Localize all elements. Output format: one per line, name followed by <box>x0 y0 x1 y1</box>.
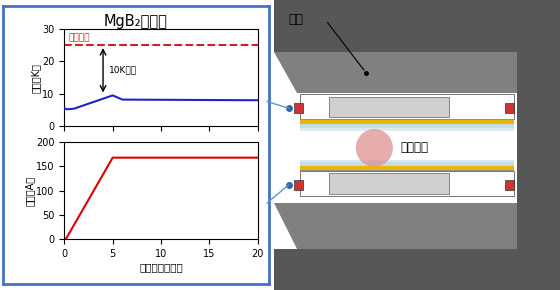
Bar <box>274 0 517 52</box>
Polygon shape <box>274 52 517 93</box>
Bar <box>517 0 560 290</box>
Bar <box>300 171 514 196</box>
Bar <box>505 103 514 113</box>
Bar <box>300 128 514 130</box>
Polygon shape <box>274 203 517 249</box>
Circle shape <box>356 129 393 167</box>
X-axis label: 経過時間［分］: 経過時間［分］ <box>139 262 183 272</box>
Bar <box>300 162 514 166</box>
Bar <box>329 97 449 117</box>
Bar <box>300 124 514 128</box>
Bar <box>329 173 449 194</box>
Bar <box>300 120 514 124</box>
Y-axis label: 温度［K］: 温度［K］ <box>31 63 41 93</box>
Bar <box>300 119 514 120</box>
Text: 撕像空間: 撕像空間 <box>400 142 428 154</box>
Text: MgB₂コイル: MgB₂コイル <box>104 14 168 29</box>
Bar <box>300 160 514 162</box>
Bar <box>300 166 514 170</box>
Bar <box>505 180 514 190</box>
Text: 10K以上: 10K以上 <box>109 66 137 75</box>
Y-axis label: 電流［A］: 電流［A］ <box>25 176 35 206</box>
Bar <box>300 94 514 119</box>
Bar <box>274 249 517 290</box>
Text: 臨界温度: 臨界温度 <box>68 34 90 43</box>
Bar <box>294 180 303 190</box>
Bar <box>294 103 303 113</box>
Bar <box>300 170 514 171</box>
Text: 鉄芯: 鉄芯 <box>288 13 304 26</box>
